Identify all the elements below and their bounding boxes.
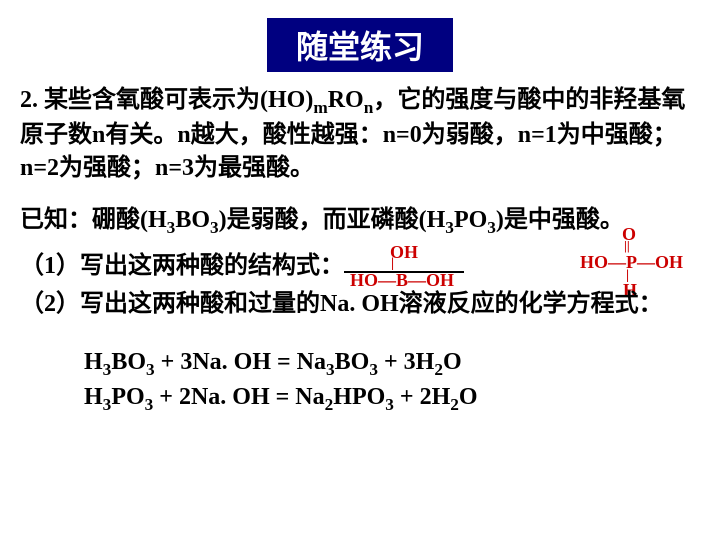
boron-oh-top: OH [390, 243, 418, 261]
equations: H3BO3 + 3Na. OH = Na3BO3 + 3H2O H3PO3 + … [84, 346, 700, 416]
equation-2: H3PO3 + 2Na. OH = Na2HPO3 + 2H2O [84, 381, 700, 416]
question-1: （1）写出这两种酸的结构式： OH | HO—B—OH O || HO—P—OH… [20, 247, 700, 284]
content-region: 2. 某些含氧酸可表示为(HO)mROn，它的强度与酸中的非羟基氧原子数n有关。… [0, 72, 720, 416]
phos-structure-mid: HO—P—OH [580, 253, 683, 271]
boron-bond-v: | [391, 257, 394, 271]
problem-statement: 2. 某些含氧酸可表示为(HO)mROn，它的强度与酸中的非羟基氧原子数n有关。… [20, 84, 700, 184]
equation-1: H3BO3 + 3Na. OH = Na3BO3 + 3H2O [84, 346, 700, 381]
phos-dbond: || [624, 239, 630, 252]
q1-text: （1）写出这两种酸的结构式： [20, 253, 344, 279]
question-2: （2）写出这两种酸和过量的Na. OH溶液反应的化学方程式： [20, 286, 700, 322]
given-info: 已知：硼酸(H3BO3)是弱酸，而亚磷酸(H3PO3)是中强酸。 [20, 204, 700, 239]
exercise-title: 随堂练习 [267, 18, 453, 72]
